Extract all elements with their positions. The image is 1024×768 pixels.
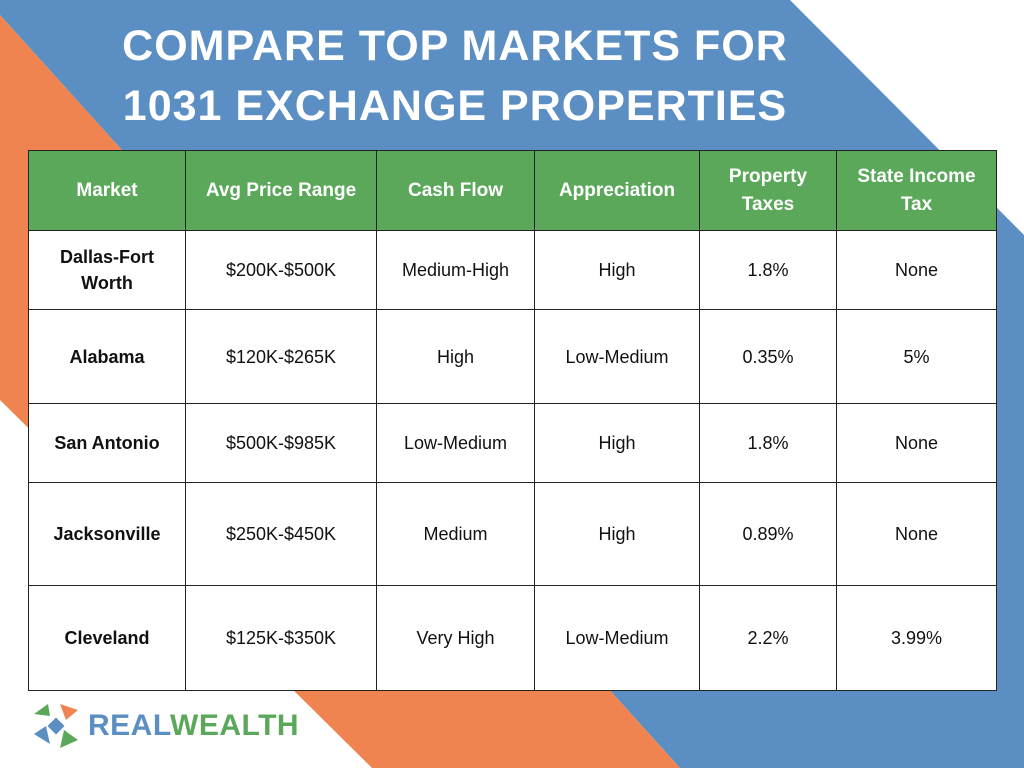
- title-line: 1031 EXCHANGE PROPERTIES: [122, 82, 788, 130]
- header-row: Market Avg Price Range Cash Flow Appreciati…: [28, 150, 997, 231]
- table-cell: $500K-$985K: [185, 403, 377, 483]
- logo-text: REAL: [88, 709, 171, 742]
- table-cell: Cleveland: [28, 585, 186, 691]
- table-cell: Medium: [376, 482, 535, 586]
- table-cell: High: [534, 403, 700, 483]
- table-cell: None: [836, 482, 997, 586]
- column-header: Cash Flow: [376, 150, 535, 231]
- table-cell: Low-Medium: [376, 403, 535, 483]
- table-cell: Jacksonville: [28, 482, 186, 586]
- table-cell: San Antonio: [28, 403, 186, 483]
- table-cell: Alabama: [28, 309, 186, 404]
- table-row: Cleveland $125K-$350K Very High Low-Medium 2…: [28, 585, 997, 691]
- table-cell: None: [836, 403, 997, 483]
- column-header: Avg Price Range: [185, 150, 377, 231]
- title-line: COMPARE TOP MARKETS FOR: [122, 22, 788, 70]
- column-header: Property Taxes: [699, 150, 837, 231]
- table-cell: High: [534, 230, 700, 310]
- table-cell: High: [376, 309, 535, 404]
- logo-text: WEALTH: [170, 709, 300, 742]
- table-cell: None: [836, 230, 997, 310]
- table-cell: 5%: [836, 309, 997, 404]
- logo-icon: [34, 704, 78, 748]
- column-header: State Income Tax: [836, 150, 997, 231]
- comparison-table: Market Avg Price Range Cash Flow Appreciati…: [28, 150, 997, 691]
- logo: REALWEALTH: [30, 700, 299, 752]
- table-cell: Very High: [376, 585, 535, 691]
- table-cell: Low-Medium: [534, 309, 700, 404]
- table-cell: Low-Medium: [534, 585, 700, 691]
- table-cell: $250K-$450K: [185, 482, 377, 586]
- table-cell: Medium-High: [376, 230, 535, 310]
- column-header: Appreciation: [534, 150, 700, 231]
- table-row: San Antonio $500K-$985K Low-Medium High 1.8%…: [28, 403, 997, 483]
- table-cell: Dallas-Fort Worth: [28, 230, 186, 310]
- table-row: Jacksonville $250K-$450K Medium High 0.89% No…: [28, 482, 997, 586]
- table-cell: 1.8%: [699, 403, 837, 483]
- table-cell: High: [534, 482, 700, 586]
- table-cell: 1.8%: [699, 230, 837, 310]
- table-cell: $125K-$350K: [185, 585, 377, 691]
- table-cell: $200K-$500K: [185, 230, 377, 310]
- table-cell: $120K-$265K: [185, 309, 377, 404]
- table-cell: 0.89%: [699, 482, 837, 586]
- table-cell: 2.2%: [699, 585, 837, 691]
- column-header: Market: [28, 150, 186, 231]
- table-cell: 0.35%: [699, 309, 837, 404]
- table-row: Dallas-Fort Worth $200K-$500K Medium-High H…: [28, 230, 997, 310]
- table-row: Alabama $120K-$265K High Low-Medium 0.35% 5%: [28, 309, 997, 404]
- table-cell: 3.99%: [836, 585, 997, 691]
